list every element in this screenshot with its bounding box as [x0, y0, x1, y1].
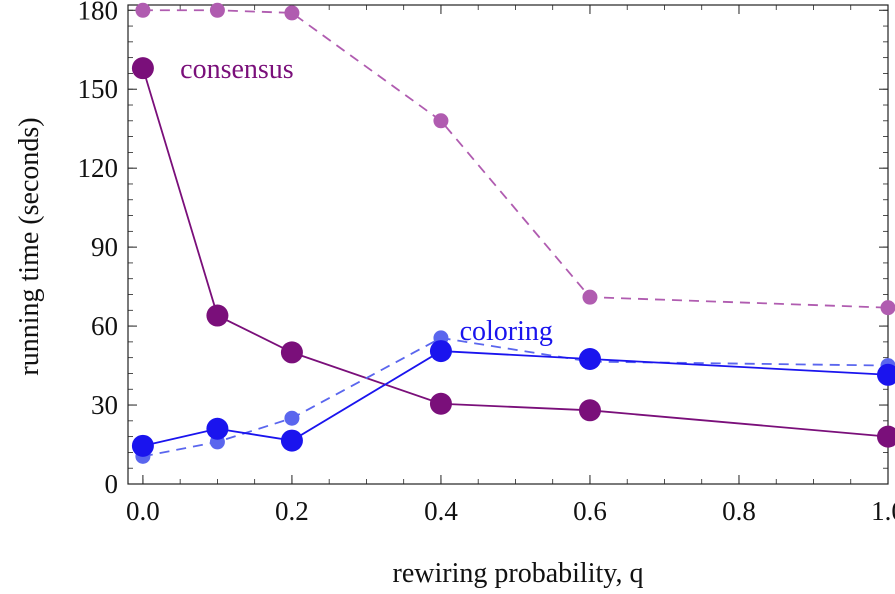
y-tick-label-1: 30 — [91, 390, 118, 420]
series-0-point-3 — [433, 113, 448, 128]
series-1-point-2 — [281, 341, 303, 363]
series-annotation-0: consensus — [180, 54, 294, 85]
y-tick-label-2: 60 — [91, 311, 118, 341]
series-3-point-1 — [206, 418, 228, 440]
series-annotation-1: coloring — [460, 316, 553, 347]
y-tick-label-5: 150 — [78, 74, 119, 104]
series-line-1 — [143, 68, 888, 436]
series-0-point-1 — [210, 3, 225, 18]
series-0-point-4 — [582, 290, 597, 305]
series-0-point-0 — [135, 3, 150, 18]
y-tick-label-3: 90 — [91, 232, 118, 262]
series-0-point-5 — [881, 300, 895, 315]
x-tick-label-0: 0.0 — [126, 496, 160, 526]
series-3-point-2 — [281, 430, 303, 452]
y-tick-label-4: 120 — [78, 153, 119, 183]
series-3-point-4 — [579, 348, 601, 370]
y-tick-label-0: 0 — [105, 469, 119, 499]
series-3-point-3 — [430, 340, 452, 362]
x-tick-label-5: 1.0 — [871, 496, 895, 526]
x-tick-label-3: 0.6 — [573, 496, 607, 526]
series-1-point-5 — [877, 426, 895, 448]
series-1-point-4 — [579, 399, 601, 421]
y-axis-title: running time (seconds) — [14, 117, 45, 375]
x-tick-label-4: 0.8 — [722, 496, 756, 526]
series-2-point-2 — [284, 411, 299, 426]
series-1-point-0 — [132, 57, 154, 79]
y-tick-label-6: 180 — [78, 0, 119, 25]
series-3-point-5 — [877, 364, 895, 386]
series-1-point-3 — [430, 393, 452, 415]
x-tick-label-2: 0.4 — [424, 496, 458, 526]
series-1-point-1 — [206, 305, 228, 327]
series-line-3 — [143, 351, 888, 446]
series-0-point-2 — [284, 5, 299, 20]
series-3-point-0 — [132, 435, 154, 457]
x-axis-title: rewiring probability, q — [393, 558, 644, 589]
x-tick-label-1: 0.2 — [275, 496, 309, 526]
